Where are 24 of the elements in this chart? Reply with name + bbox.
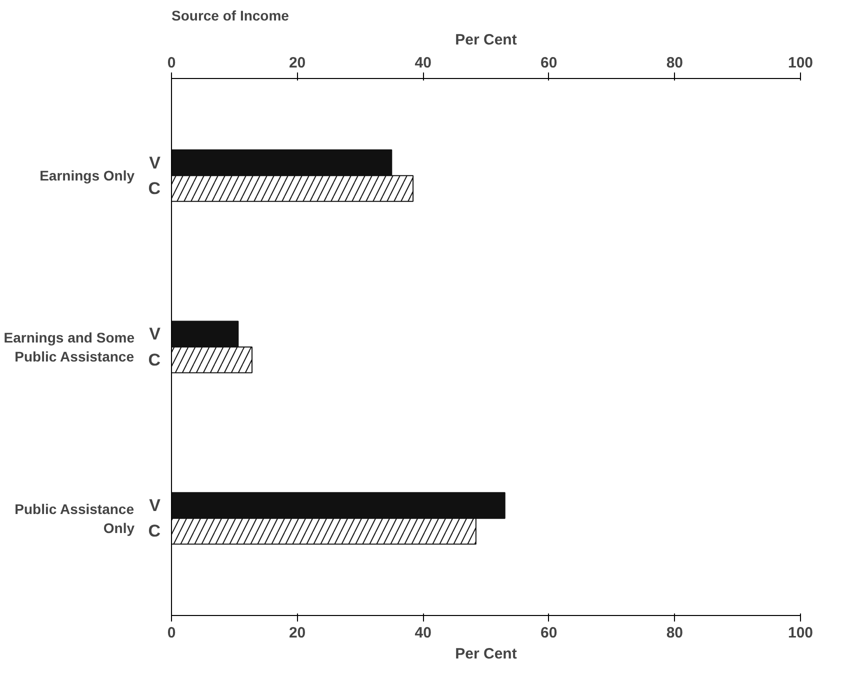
x2-tick-label: 100	[788, 624, 814, 642]
y-axis-title: Source of Income	[172, 8, 290, 24]
y-tick-label: Earnings Only	[40, 168, 135, 184]
x2-tick-label: 20	[288, 624, 306, 642]
x2-tick-label: 60	[540, 624, 558, 642]
x-tick-label: 100	[788, 54, 814, 72]
x-tick-label: 0	[167, 54, 176, 72]
text: C	[148, 522, 161, 541]
x-tick-label: 20	[288, 54, 306, 72]
x-tick-label: 60	[540, 54, 558, 72]
text: V	[149, 496, 161, 516]
x-axis-title: Per Cent	[455, 32, 517, 48]
x2-tick-label: 40	[414, 624, 432, 642]
x2-axis-title: Per Cent	[455, 646, 517, 662]
y-tick-label: Earnings and Some Public Assistance	[4, 329, 135, 365]
text: V	[149, 324, 161, 344]
x2-tick-label: 80	[666, 624, 684, 642]
series-label: V	[149, 153, 162, 172]
x-tick-label: 40	[414, 54, 432, 72]
y-tick-label: Public Assistance Only	[14, 500, 135, 536]
x2-tick-label: 0	[167, 624, 176, 642]
series-label: C	[148, 178, 161, 198]
x-tick-label: 80	[666, 54, 684, 72]
text: C	[148, 350, 161, 370]
